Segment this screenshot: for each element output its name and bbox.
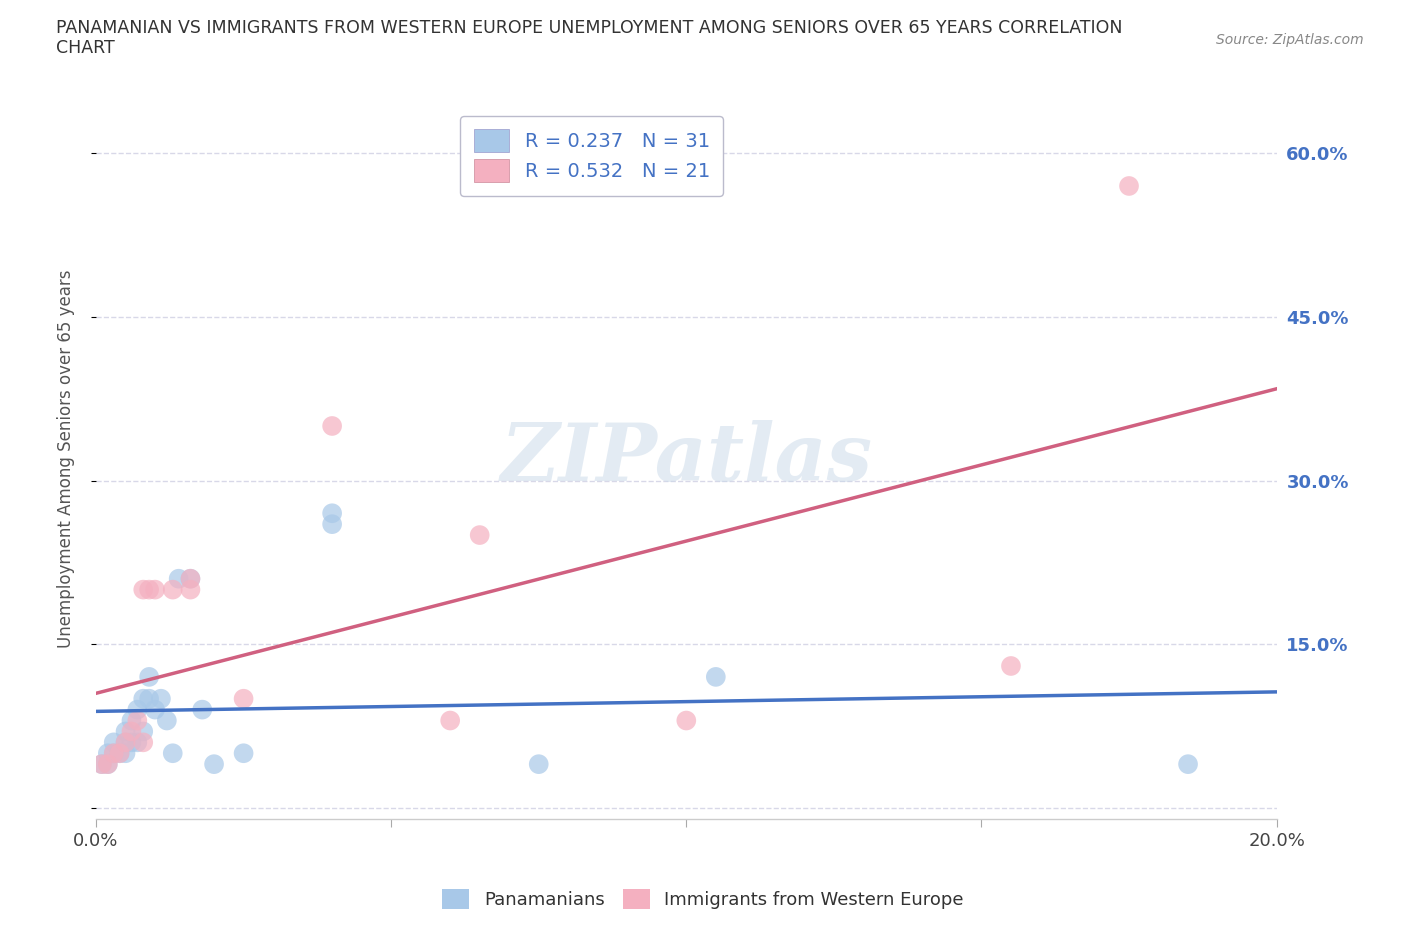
Point xyxy=(1118,179,1140,193)
Point xyxy=(108,746,131,761)
Point xyxy=(114,735,136,750)
Point xyxy=(90,757,112,772)
Point xyxy=(162,746,184,761)
Text: ZIPatlas: ZIPatlas xyxy=(501,420,872,498)
Point xyxy=(132,691,155,706)
Point xyxy=(97,746,120,761)
Point xyxy=(321,517,343,532)
Point xyxy=(1177,757,1199,772)
Point xyxy=(179,571,201,586)
Point xyxy=(138,582,160,597)
Point xyxy=(103,735,125,750)
Y-axis label: Unemployment Among Seniors over 65 years: Unemployment Among Seniors over 65 years xyxy=(58,270,75,648)
Point xyxy=(675,713,697,728)
Point xyxy=(202,757,225,772)
Point xyxy=(97,757,120,772)
Point xyxy=(97,757,120,772)
Point xyxy=(103,746,125,761)
Point xyxy=(191,702,214,717)
Point xyxy=(162,582,184,597)
Point xyxy=(90,757,112,772)
Point xyxy=(103,746,125,761)
Point xyxy=(120,724,142,738)
Point xyxy=(120,735,142,750)
Point xyxy=(149,691,172,706)
Point xyxy=(527,757,550,772)
Point xyxy=(132,724,155,738)
Point xyxy=(114,724,136,738)
Point xyxy=(132,735,155,750)
Point xyxy=(143,582,166,597)
Point xyxy=(114,746,136,761)
Point xyxy=(132,582,155,597)
Point xyxy=(439,713,461,728)
Point xyxy=(321,506,343,521)
Point xyxy=(127,702,149,717)
Point xyxy=(138,691,160,706)
Point xyxy=(120,713,142,728)
Point xyxy=(1000,658,1022,673)
Point xyxy=(127,735,149,750)
Point xyxy=(232,746,254,761)
Point xyxy=(156,713,179,728)
Point xyxy=(232,691,254,706)
Point xyxy=(143,702,166,717)
Legend: Panamanians, Immigrants from Western Europe: Panamanians, Immigrants from Western Eur… xyxy=(434,882,972,916)
Legend: R = 0.237   N = 31, R = 0.532   N = 21: R = 0.237 N = 31, R = 0.532 N = 21 xyxy=(460,115,723,195)
Point xyxy=(179,582,201,597)
Point xyxy=(179,571,201,586)
Point xyxy=(138,670,160,684)
Point xyxy=(127,713,149,728)
Point xyxy=(108,746,131,761)
Point xyxy=(468,527,491,542)
Point xyxy=(321,418,343,433)
Point xyxy=(704,670,727,684)
Point xyxy=(114,735,136,750)
Text: PANAMANIAN VS IMMIGRANTS FROM WESTERN EUROPE UNEMPLOYMENT AMONG SENIORS OVER 65 : PANAMANIAN VS IMMIGRANTS FROM WESTERN EU… xyxy=(56,19,1123,58)
Text: Source: ZipAtlas.com: Source: ZipAtlas.com xyxy=(1216,33,1364,46)
Point xyxy=(167,571,190,586)
